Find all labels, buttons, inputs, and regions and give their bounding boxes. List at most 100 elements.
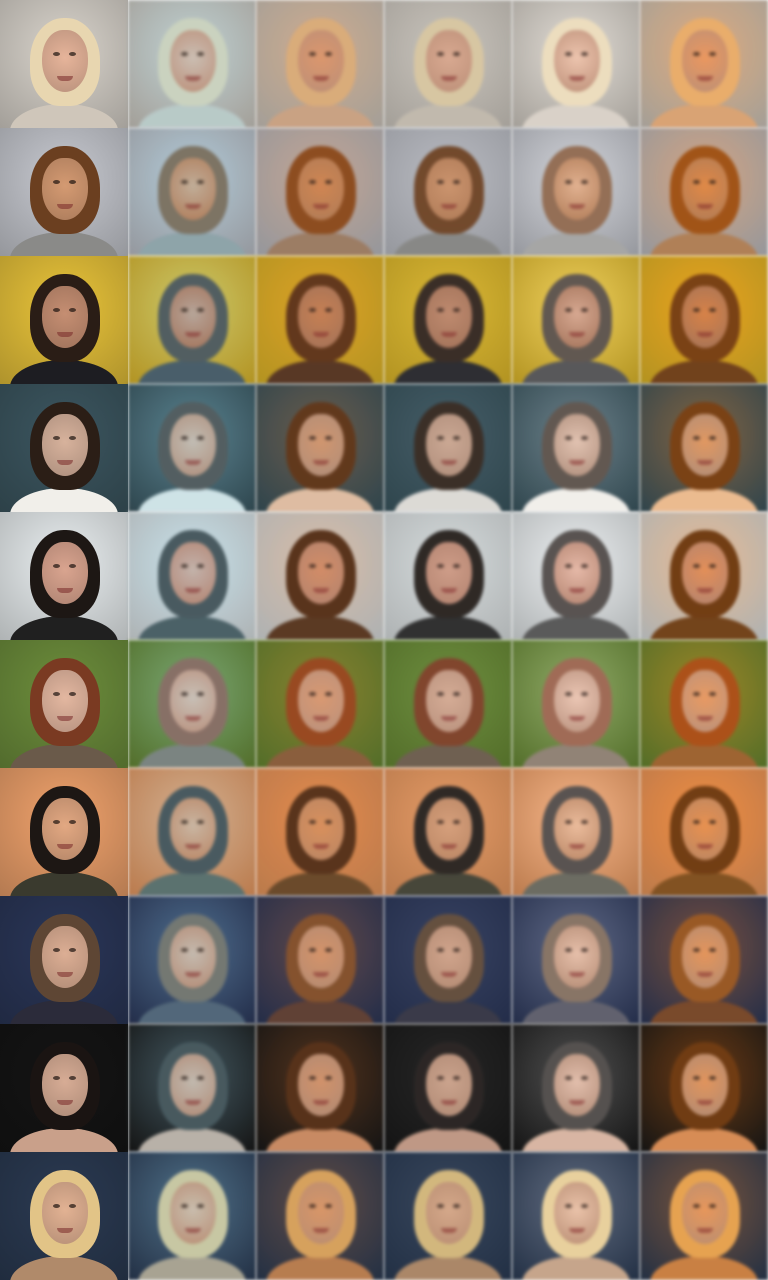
background — [512, 768, 640, 896]
hair — [670, 1042, 740, 1130]
face — [298, 926, 344, 988]
right-eye — [453, 820, 460, 824]
shoulders — [522, 872, 630, 896]
left-eye — [309, 1076, 316, 1080]
face — [682, 670, 728, 732]
face — [426, 1054, 472, 1116]
hair — [286, 786, 356, 874]
left-eye — [53, 308, 60, 312]
left-eye — [309, 52, 316, 56]
portrait-r3-c1 — [0, 256, 128, 384]
face — [554, 1054, 600, 1116]
mouth — [313, 1100, 329, 1105]
shoulders — [650, 1128, 758, 1152]
shoulders — [138, 872, 246, 896]
shoulders — [522, 616, 630, 640]
background — [128, 1024, 256, 1152]
right-eye — [325, 948, 332, 952]
face — [682, 926, 728, 988]
portrait-r2-c2 — [128, 128, 256, 256]
hair — [670, 914, 740, 1002]
background — [384, 640, 512, 768]
shoulders — [650, 616, 758, 640]
right-eye — [325, 180, 332, 184]
hair — [286, 914, 356, 1002]
right-eye — [709, 1076, 716, 1080]
mouth — [697, 1228, 713, 1233]
portrait-r7-c6 — [640, 768, 768, 896]
left-eye — [693, 1076, 700, 1080]
shoulders — [394, 232, 502, 256]
background — [512, 640, 640, 768]
portrait-r2-c4 — [384, 128, 512, 256]
portrait-r6-c6 — [640, 640, 768, 768]
background — [640, 512, 768, 640]
background — [640, 0, 768, 128]
left-eye — [693, 1204, 700, 1208]
mouth — [569, 460, 585, 465]
background — [256, 0, 384, 128]
mouth — [185, 716, 201, 721]
portrait-r7-c5 — [512, 768, 640, 896]
background — [512, 0, 640, 128]
mouth — [441, 972, 457, 977]
portrait-r1-c6 — [640, 0, 768, 128]
shoulders — [266, 104, 374, 128]
hair — [158, 274, 228, 362]
face — [170, 30, 216, 92]
shoulders — [650, 104, 758, 128]
mouth — [697, 76, 713, 81]
hair — [414, 402, 484, 490]
portrait-r7-c3 — [256, 768, 384, 896]
background — [512, 512, 640, 640]
left-eye — [565, 436, 572, 440]
mouth — [313, 588, 329, 593]
face — [298, 1182, 344, 1244]
left-eye — [565, 564, 572, 568]
right-eye — [197, 52, 204, 56]
portrait-r3-c4 — [384, 256, 512, 384]
hair — [414, 914, 484, 1002]
right-eye — [453, 1204, 460, 1208]
hair — [414, 274, 484, 362]
face — [42, 1054, 88, 1116]
face — [170, 670, 216, 732]
hair — [286, 658, 356, 746]
portrait-r9-c4 — [384, 1024, 512, 1152]
mouth — [313, 972, 329, 977]
mouth — [441, 588, 457, 593]
right-eye — [453, 692, 460, 696]
portrait-r8-c6 — [640, 896, 768, 1024]
mouth — [697, 588, 713, 593]
mouth — [569, 1228, 585, 1233]
mouth — [313, 460, 329, 465]
shoulders — [394, 104, 502, 128]
face — [682, 30, 728, 92]
face — [298, 542, 344, 604]
portrait-r1-c5 — [512, 0, 640, 128]
right-eye — [325, 564, 332, 568]
left-eye — [693, 180, 700, 184]
right-eye — [69, 52, 76, 56]
left-eye — [181, 436, 188, 440]
background — [384, 384, 512, 512]
shoulders — [138, 104, 246, 128]
left-eye — [437, 692, 444, 696]
right-eye — [69, 308, 76, 312]
left-eye — [181, 308, 188, 312]
background — [640, 896, 768, 1024]
mouth — [569, 204, 585, 209]
mouth — [313, 204, 329, 209]
right-eye — [69, 1076, 76, 1080]
left-eye — [693, 692, 700, 696]
mouth — [441, 1100, 457, 1105]
mouth — [441, 204, 457, 209]
left-eye — [565, 52, 572, 56]
shoulders — [522, 104, 630, 128]
background — [640, 256, 768, 384]
background — [256, 640, 384, 768]
portrait-r8-c5 — [512, 896, 640, 1024]
right-eye — [325, 692, 332, 696]
left-eye — [437, 436, 444, 440]
hair — [542, 18, 612, 106]
